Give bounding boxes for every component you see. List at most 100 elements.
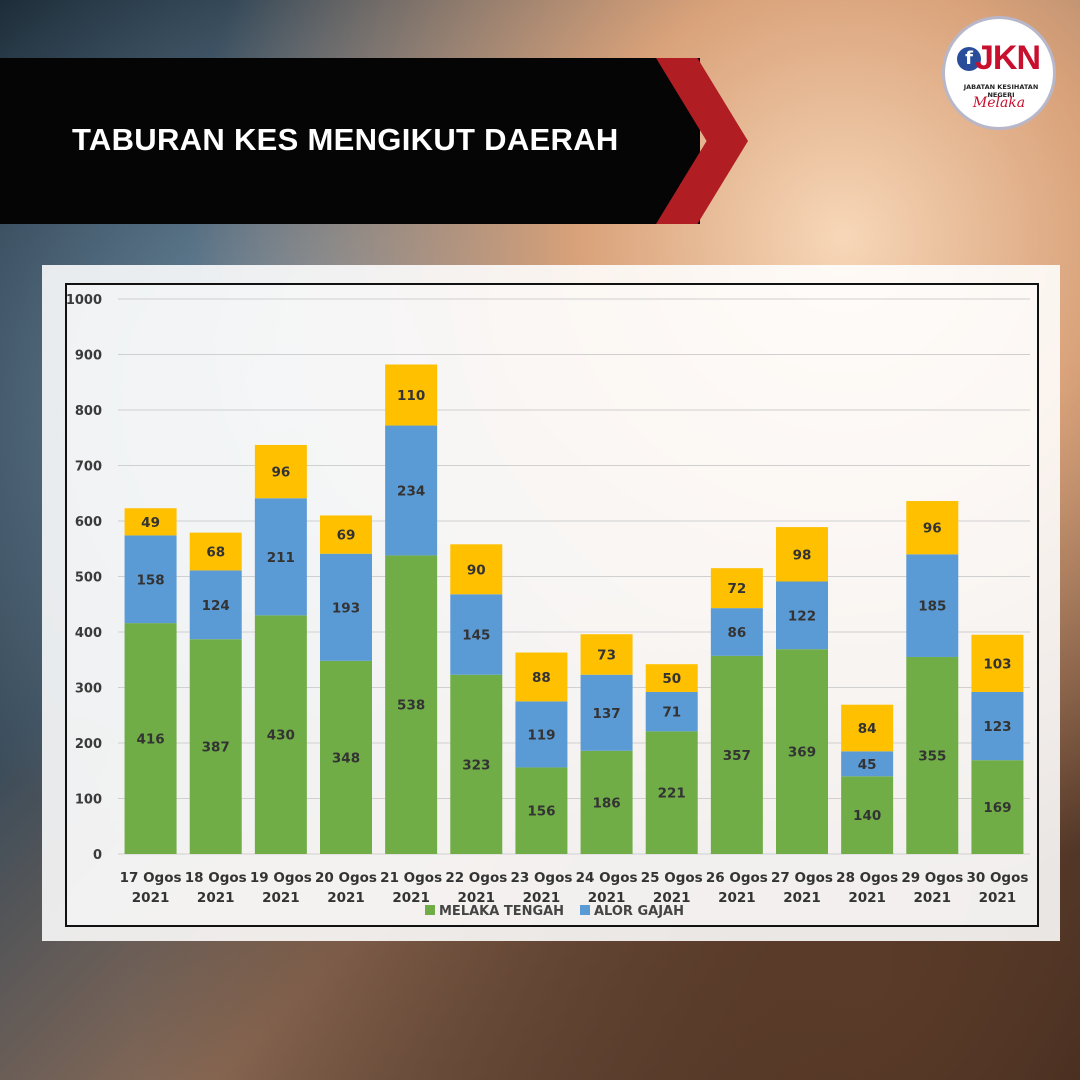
y-tick-label: 400 (75, 626, 102, 641)
bar-segment-2-8 (580, 674, 633, 751)
x-tick-label: 22 Ogos (445, 870, 507, 886)
jkn-logo: f JKN JABATAN KESIHATAN NEGERI Melaka (942, 16, 1056, 130)
x-tick-label: 2021 (913, 890, 951, 906)
x-tick-label: 20 Ogos (315, 870, 377, 886)
bars: 416 158 49 387 124 68 430 211 96 348 193 69 538 234 11… (124, 364, 1024, 854)
data-label: 122 (788, 608, 816, 624)
data-label: 355 (918, 748, 946, 764)
data-label: 156 (527, 804, 555, 820)
x-axis-labels: 17 Ogos 2021 18 Ogos 2021 19 Ogos 2021 20 Ogos… (120, 870, 1029, 906)
legend: MELAKA TENGAH ALOR GAJAH (425, 904, 684, 919)
logo-mark: JKN (975, 39, 1041, 77)
data-label: 234 (397, 483, 425, 499)
gridlines (118, 298, 1030, 855)
data-label: 103 (983, 656, 1011, 672)
data-label: 185 (918, 599, 946, 615)
data-label: 169 (983, 800, 1011, 816)
data-label: 71 (662, 705, 681, 721)
data-label: 72 (727, 581, 746, 597)
data-label: 186 (592, 795, 620, 811)
x-tick-label: 2021 (848, 890, 886, 906)
bar-segment-1-14 (971, 760, 1024, 854)
bar-segment-3-5 (385, 364, 438, 426)
x-tick-label: 24 Ogos (576, 870, 638, 886)
bar-segment-1-9 (645, 731, 698, 854)
x-tick-label: 2021 (327, 890, 365, 906)
bar-segment-2-13 (906, 554, 959, 657)
data-label: 221 (658, 786, 686, 802)
data-label: 140 (853, 808, 881, 824)
bar-segment-2-10 (710, 608, 763, 656)
x-tick-label: 19 Ogos (250, 870, 312, 886)
bar-segment-3-10 (710, 568, 763, 609)
bar-segment-3-9 (645, 664, 698, 692)
x-tick-label: 2021 (653, 890, 691, 906)
y-tick-label: 900 (75, 349, 102, 364)
x-tick-label: 2021 (392, 890, 430, 906)
data-label: 86 (727, 625, 746, 641)
data-label: 416 (136, 732, 164, 748)
y-tick-label: 100 (75, 793, 102, 808)
bar-segment-2-1 (124, 535, 177, 624)
x-tick-label: 2021 (132, 890, 170, 906)
x-tick-label: 2021 (197, 890, 235, 906)
x-tick-label: 21 Ogos (380, 870, 442, 886)
data-label: 158 (136, 572, 164, 588)
y-tick-label: 300 (75, 682, 102, 697)
bar-segment-3-8 (580, 634, 633, 675)
data-label: 96 (923, 521, 942, 537)
bar-segment-3-3 (254, 444, 307, 499)
data-label: 357 (723, 748, 751, 764)
bar-segment-1-8 (580, 750, 633, 854)
bar-segment-2-5 (385, 425, 438, 556)
data-label: 348 (332, 750, 360, 766)
data-label: 90 (467, 562, 486, 578)
bar-segment-2-6 (450, 594, 503, 675)
x-tick-label: 26 Ogos (706, 870, 768, 886)
y-tick-label: 500 (75, 571, 102, 586)
bar-segment-2-4 (320, 553, 372, 661)
bar-segment-2-9 (645, 691, 698, 732)
y-tick-label: 800 (75, 404, 102, 419)
data-label: 84 (858, 721, 877, 737)
y-tick-label: 700 (75, 460, 102, 475)
x-tick-label: 2021 (588, 890, 626, 906)
bar-segment-3-2 (189, 532, 242, 571)
data-label: 96 (271, 465, 290, 481)
bar-segment-1-10 (710, 655, 763, 854)
page-title: TABURAN KES MENGIKUT DAERAH (72, 122, 619, 157)
bar-segment-3-7 (515, 652, 568, 702)
legend-swatch (425, 905, 435, 915)
data-label: 45 (858, 757, 877, 773)
bar-segment-1-7 (515, 767, 568, 854)
data-label: 430 (267, 728, 295, 744)
x-tick-label: 29 Ogos (901, 870, 963, 886)
bar-segment-1-6 (450, 674, 503, 854)
data-label: 119 (527, 727, 555, 743)
bar-segment-2-11 (776, 581, 828, 650)
data-label: 68 (206, 545, 225, 561)
bar-segment-1-3 (254, 615, 307, 854)
bar-segment-1-11 (776, 649, 828, 854)
x-tick-label: 2021 (718, 890, 756, 906)
title-banner (0, 58, 700, 224)
bar-segment-3-1 (124, 508, 177, 536)
x-tick-label: 2021 (783, 890, 821, 906)
y-tick-label: 600 (75, 515, 102, 530)
data-label: 123 (983, 719, 1011, 735)
data-label: 110 (397, 388, 425, 404)
x-tick-label: 30 Ogos (966, 870, 1028, 886)
y-tick-label: 200 (75, 737, 102, 752)
y-axis-ticks: 0 100 200 300 400 500 600 700 800 900 1000 (66, 293, 102, 863)
bar-segment-3-12 (841, 704, 894, 752)
data-label: 211 (267, 550, 295, 566)
x-tick-label: 27 Ogos (771, 870, 833, 886)
data-label: 69 (337, 528, 356, 544)
y-tick-label: 1000 (66, 293, 102, 308)
bar-segment-3-11 (776, 527, 828, 582)
bar-segment-1-4 (320, 660, 372, 854)
data-label: 49 (141, 515, 160, 531)
x-tick-label: 18 Ogos (185, 870, 247, 886)
bar-segment-3-14 (971, 634, 1024, 692)
